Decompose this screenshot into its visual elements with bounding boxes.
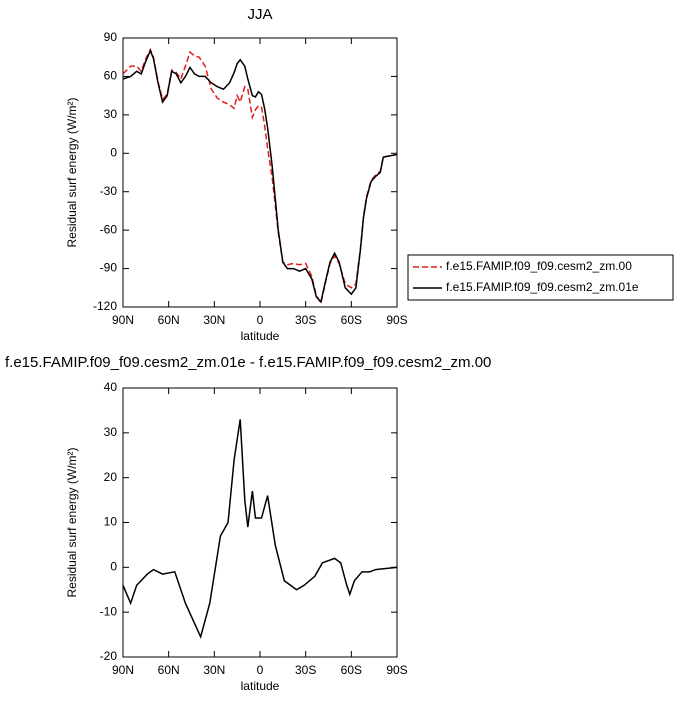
y-tick-label: -20 bbox=[100, 649, 118, 663]
x-tick-label: 0 bbox=[257, 313, 264, 327]
y-tick-label: 20 bbox=[104, 470, 118, 484]
y-tick-label: 10 bbox=[104, 515, 118, 529]
x-tick-label: 30S bbox=[295, 313, 316, 327]
x-tick-label: 30N bbox=[203, 663, 225, 677]
y-tick-label: -90 bbox=[100, 261, 118, 275]
x-tick-label: 60S bbox=[341, 313, 362, 327]
x-tick-label: 60N bbox=[158, 313, 180, 327]
y-tick-label: 0 bbox=[110, 145, 117, 159]
plot-frame bbox=[122, 37, 398, 308]
y-tick-label: -120 bbox=[93, 299, 117, 313]
x-tick-label: 60S bbox=[341, 663, 362, 677]
y-tick-label: 60 bbox=[104, 69, 118, 83]
y-tick-label: -10 bbox=[100, 604, 118, 618]
y-tick-label: 40 bbox=[104, 380, 118, 394]
x-tick-label: 90N bbox=[112, 313, 134, 327]
y-axis-label: Residual surf energy (W/m²) bbox=[65, 97, 79, 247]
data-line bbox=[122, 419, 398, 640]
x-axis-label: latitude bbox=[241, 679, 280, 693]
x-tick-label: 30S bbox=[295, 663, 316, 677]
legend-box bbox=[407, 254, 674, 301]
data-line bbox=[122, 47, 398, 306]
chart-title: f.e15.FAMIP.f09_f09.cesm2_zm.01e - f.e15… bbox=[5, 354, 491, 371]
y-tick-label: 0 bbox=[110, 560, 117, 574]
y-tick-label: 90 bbox=[104, 30, 118, 44]
x-axis-label: latitude bbox=[241, 329, 280, 343]
x-tick-label: 30N bbox=[203, 313, 225, 327]
x-tick-label: 90N bbox=[112, 663, 134, 677]
x-tick-label: 60N bbox=[158, 663, 180, 677]
y-tick-label: -30 bbox=[100, 184, 118, 198]
data-line bbox=[122, 48, 398, 304]
x-tick-label: 0 bbox=[257, 663, 264, 677]
x-tick-label: 90S bbox=[386, 663, 407, 677]
x-tick-label: 90S bbox=[386, 313, 407, 327]
y-tick-label: -60 bbox=[100, 222, 118, 236]
y-tick-label: 30 bbox=[104, 425, 118, 439]
legend-label: f.e15.FAMIP.f09_f09.cesm2_zm.01e bbox=[446, 280, 639, 294]
y-tick-label: 30 bbox=[104, 107, 118, 121]
plot-frame bbox=[122, 387, 398, 658]
legend-label: f.e15.FAMIP.f09_f09.cesm2_zm.00 bbox=[446, 259, 632, 273]
chart-title: JJA bbox=[247, 6, 272, 23]
y-axis-label: Residual surf energy (W/m²) bbox=[65, 447, 79, 597]
